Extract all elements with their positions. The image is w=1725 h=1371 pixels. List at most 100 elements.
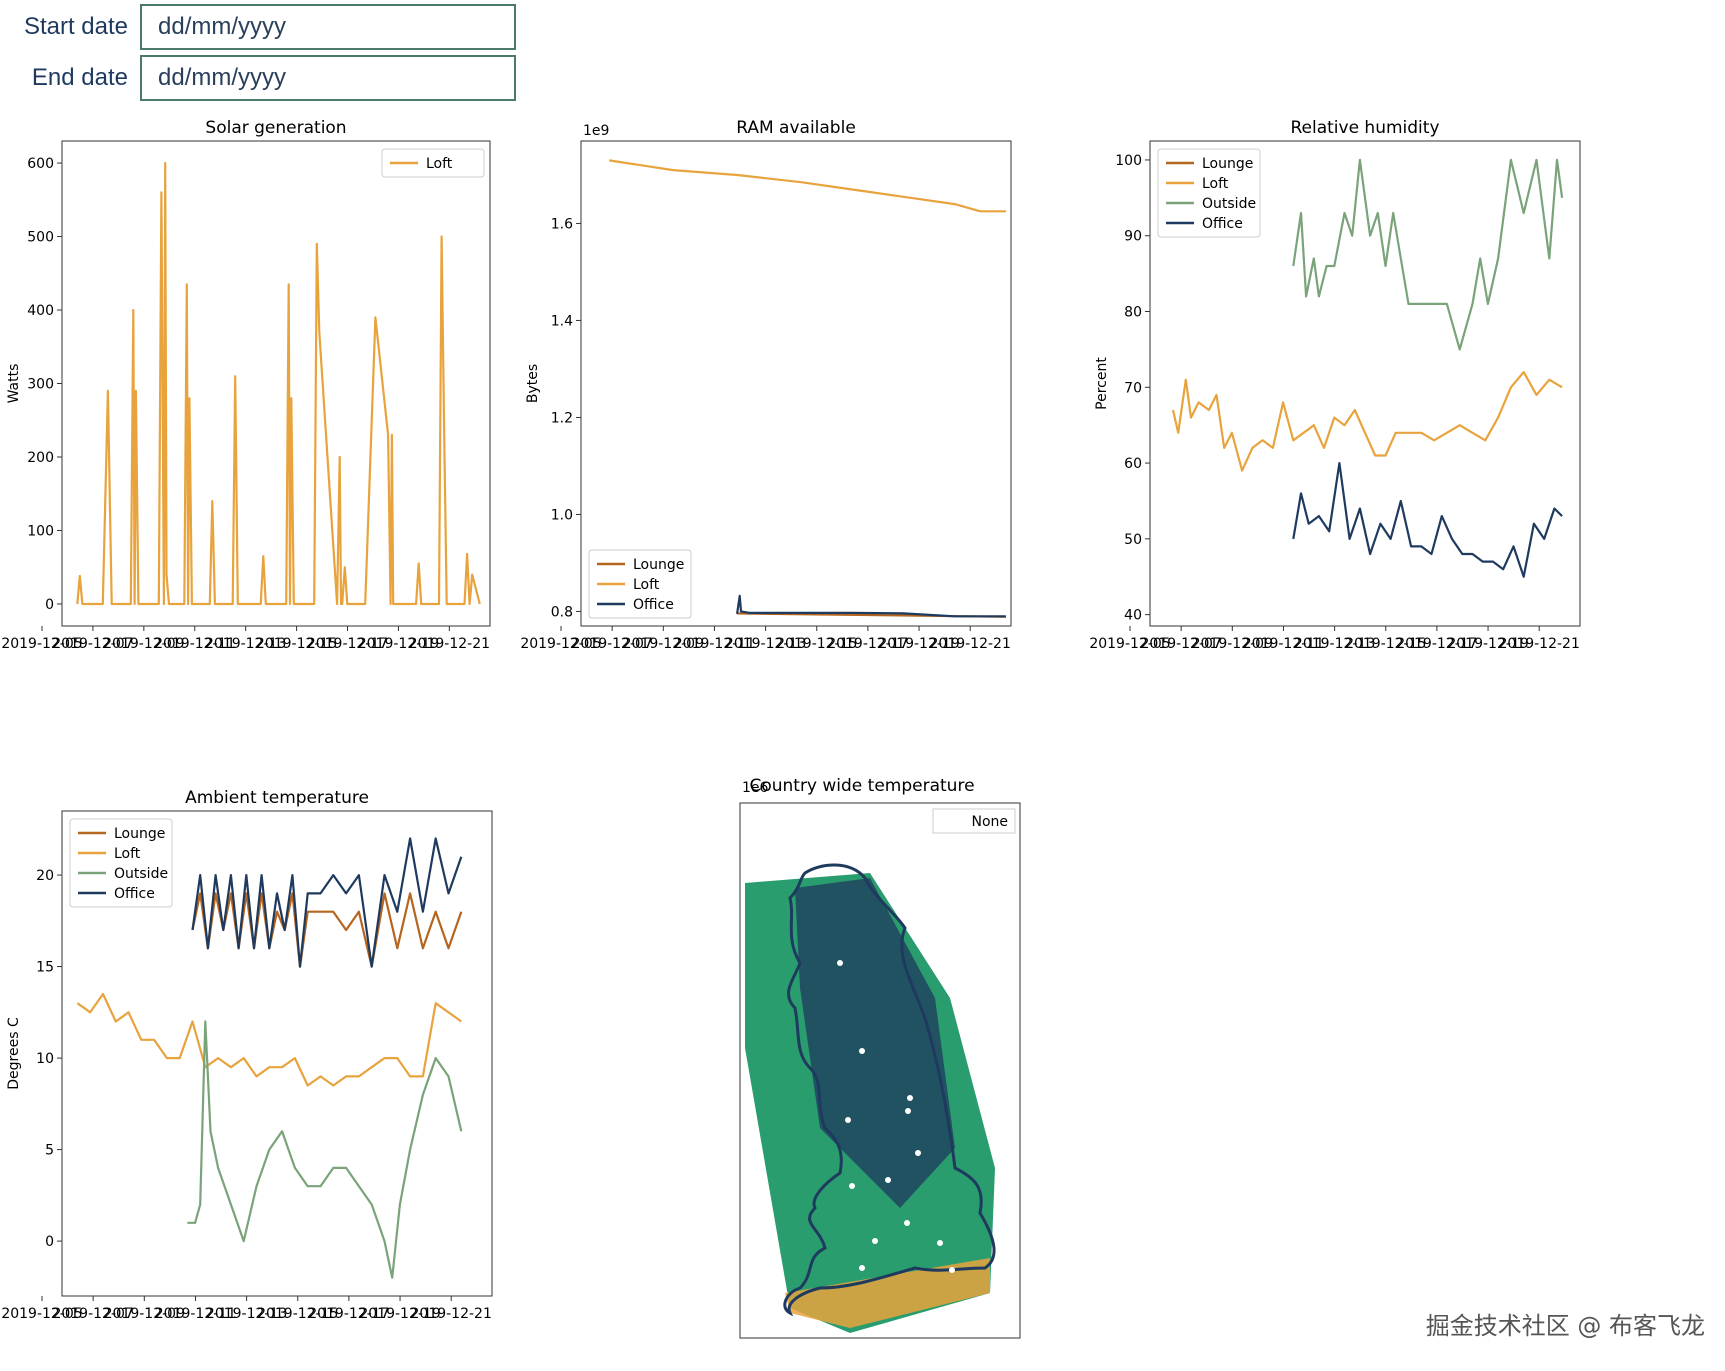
ram-x-tick-label: 2019-12-05	[520, 636, 601, 652]
humidity-x-tick-label: 2019-12-17	[1396, 636, 1477, 652]
station-marker	[905, 1108, 911, 1114]
watermark: 掘金技术社区 @ 布客飞龙	[1425, 1312, 1705, 1340]
ambient-legend	[69, 818, 173, 908]
humidity-x-tick-label: 2019-12-13	[1294, 636, 1375, 652]
solar-y-tick-label: 400	[27, 303, 54, 319]
ram-x-tick-label: 2019-12-09	[623, 636, 704, 652]
station-marker	[849, 1183, 855, 1189]
ram-x-tick-label: 2019-12-13	[725, 636, 806, 652]
solar-x-tick-label: 2019-12-15	[256, 636, 337, 652]
end-date-input[interactable]	[140, 55, 516, 101]
humidity-x-tick-label: 2019-12-15	[1345, 636, 1426, 652]
solar-x-tick-label: 2019-12-17	[307, 636, 388, 652]
start-date-input[interactable]	[140, 4, 516, 50]
solar-x-tick-label: 2019-12-05	[1, 636, 82, 652]
humidity-y-tick-label: 90	[1124, 229, 1142, 245]
humidity-y-tick-label: 80	[1124, 305, 1142, 321]
ambient-chart-title: Ambient temperature	[185, 788, 369, 808]
solar-x-tick-label: 2019-12-13	[205, 636, 286, 652]
end-date-label: End date	[31, 64, 128, 91]
station-marker	[915, 1150, 921, 1156]
station-marker	[837, 960, 843, 966]
country-outline	[783, 863, 996, 1317]
station-marker	[904, 1220, 910, 1226]
humidity-y-tick-label: 100	[1115, 153, 1142, 169]
humidity-series-office	[1292, 462, 1563, 578]
ambient-x-tick-label: 2019-12-09	[104, 1306, 185, 1322]
solar-y-axis-label: Watts	[6, 364, 22, 404]
ram-x-tick-label: 2019-12-15	[776, 636, 857, 652]
humidity-x-tick-label: 2019-12-11	[1243, 636, 1324, 652]
ram-x-tick-label: 2019-12-17	[827, 636, 908, 652]
country-temperature-chart: Country wide temperature 1e6 None	[739, 776, 1021, 1339]
solar-x-tick-label: 2019-12-21	[409, 636, 490, 652]
solar-legend-label: Loft	[426, 156, 453, 172]
humidity-plot-group: Relative humidity 40 50 60 70 80 90 100 Percent 2…	[1089, 118, 1581, 652]
ram-legend-label: Office	[633, 597, 674, 613]
ambient-x-tick-label: 2019-12-15	[257, 1306, 338, 1322]
ram-legend	[588, 549, 692, 619]
ambient-x-tick-label: 2019-12-17	[308, 1306, 389, 1322]
station-marker	[937, 1240, 943, 1246]
ram-series-loft	[609, 159, 1006, 213]
ambient-series-outside	[187, 1020, 463, 1279]
humidity-series-outside	[1292, 158, 1564, 351]
ambient-temperature-chart: Ambient temperature 0 5 10 15 20 Degrees C 2019…	[1, 788, 493, 1322]
ram-y-axis-label: Bytes	[525, 364, 541, 403]
ram-y-tick-label: 1.0	[551, 507, 573, 523]
ambient-y-tick-label: 15	[36, 960, 54, 976]
ambient-series-office	[191, 837, 463, 968]
ambient-plot-frame	[61, 810, 493, 1297]
humidity-x-tick-label: 2019-12-07	[1140, 636, 1221, 652]
ambient-x-tick-label: 2019-12-19	[359, 1306, 440, 1322]
solar-generation-chart: Solar generation 0 100 200 300 400 500 600 Watts…	[1, 118, 491, 652]
start-date-row: Start date	[0, 4, 516, 50]
country-chart-title: Country wide temperature	[749, 776, 974, 796]
country-offset-label: 1e6	[742, 780, 769, 796]
solar-y-tick-label: 300	[27, 377, 54, 393]
solar-x-tick-label: 2019-12-07	[52, 636, 133, 652]
solar-x-tick-label: 2019-12-11	[154, 636, 235, 652]
solar-plot-frame	[61, 140, 491, 627]
solar-x-tick-label: 2019-12-09	[103, 636, 184, 652]
station-marker	[872, 1238, 878, 1244]
ram-available-chart: RAM available 1e9 0.8 1.0 1.2 1.4 1.6 Bytes 2019…	[520, 118, 1012, 652]
humidity-y-axis-label: Percent	[1094, 357, 1110, 410]
humidity-x-tick-label: 2019-12-05	[1089, 636, 1170, 652]
solar-plot-group: Solar generation 0 100 200 300 400 500 600 Watts…	[1, 118, 491, 652]
humidity-plot-frame	[1149, 140, 1581, 627]
solar-x-tick-label: 2019-12-19	[358, 636, 439, 652]
ram-plot-frame	[580, 140, 1012, 627]
ram-x-tick-label: 2019-12-21	[930, 636, 1011, 652]
ambient-y-tick-label: 10	[36, 1051, 54, 1067]
solar-legend	[381, 148, 485, 178]
country-heatmap-cold-region	[795, 878, 955, 1208]
ambient-x-tick-label: 2019-12-05	[1, 1306, 82, 1322]
ambient-x-tick-label: 2019-12-11	[155, 1306, 236, 1322]
solar-y-tick-label: 100	[27, 523, 54, 539]
humidity-x-tick-label: 2019-12-09	[1192, 636, 1273, 652]
ram-legend-label: Lounge	[633, 557, 684, 573]
ambient-y-tick-label: 20	[36, 868, 54, 884]
humidity-legend	[1157, 148, 1261, 238]
ambient-series-loft	[76, 992, 462, 1087]
ram-plot-group: RAM available 1e9 0.8 1.0 1.2 1.4 1.6 Bytes 2019…	[520, 118, 1012, 652]
ambient-x-tick-label: 2019-12-21	[411, 1306, 492, 1322]
humidity-legend-label: Loft	[1202, 176, 1229, 192]
ram-offset-label: 1e9	[583, 123, 609, 139]
humidity-legend-label: Office	[1202, 216, 1243, 232]
humidity-series-loft	[1171, 371, 1563, 472]
relative-humidity-chart: Relative humidity 40 50 60 70 80 90 100 Percent 2…	[1089, 118, 1581, 652]
ambient-plot-group: Ambient temperature 0 5 10 15 20 Degrees C 2019…	[1, 788, 493, 1322]
humidity-chart-title: Relative humidity	[1290, 118, 1439, 138]
ram-chart-title: RAM available	[736, 118, 856, 138]
ram-x-tick-label: 2019-12-11	[674, 636, 755, 652]
country-legend-box	[932, 808, 1016, 834]
ram-x-tick-label: 2019-12-07	[571, 636, 652, 652]
end-date-row: End date	[0, 55, 516, 101]
station-marker	[845, 1117, 851, 1123]
station-marker	[885, 1177, 891, 1183]
country-heatmap-warm-band	[785, 1258, 990, 1328]
station-marker	[859, 1265, 865, 1271]
ambient-y-axis-label: Degrees C	[6, 1017, 22, 1090]
